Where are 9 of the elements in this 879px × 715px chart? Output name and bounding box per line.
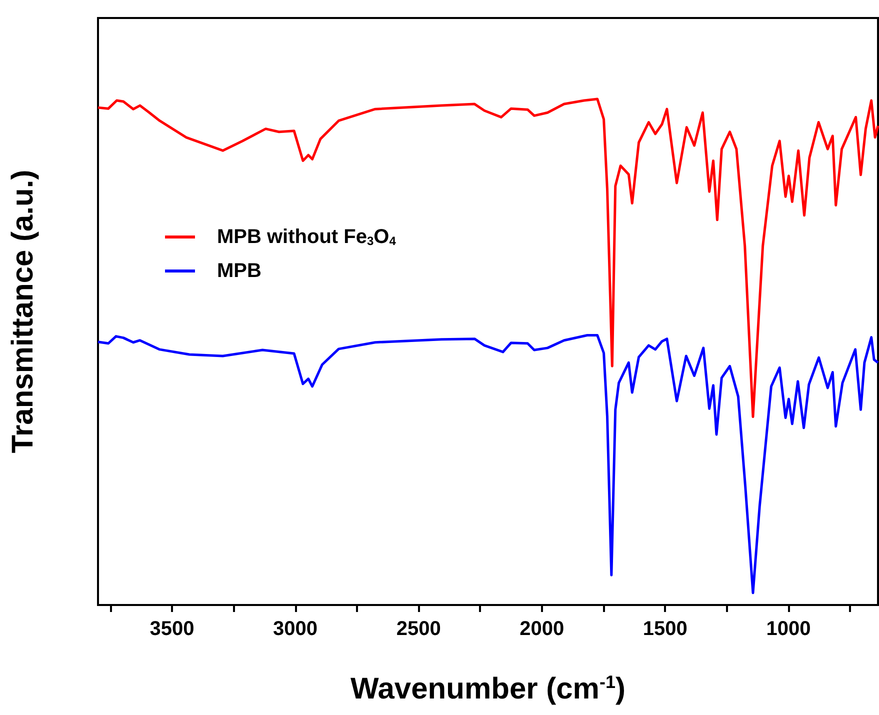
x-tick-label: 1000 xyxy=(766,618,811,640)
x-tick-label: 2000 xyxy=(520,618,564,640)
legend-label: MPB without Fe3O4 xyxy=(217,226,396,248)
legend-label: MPB xyxy=(217,260,262,282)
x-tick-label: 2500 xyxy=(396,618,441,640)
x-tick-label: 3500 xyxy=(150,618,194,640)
x-tick-label: 1500 xyxy=(642,618,688,640)
y-axis-title: Transmittance (a.u.) xyxy=(6,170,40,454)
x-tick-label: 3000 xyxy=(273,618,318,640)
